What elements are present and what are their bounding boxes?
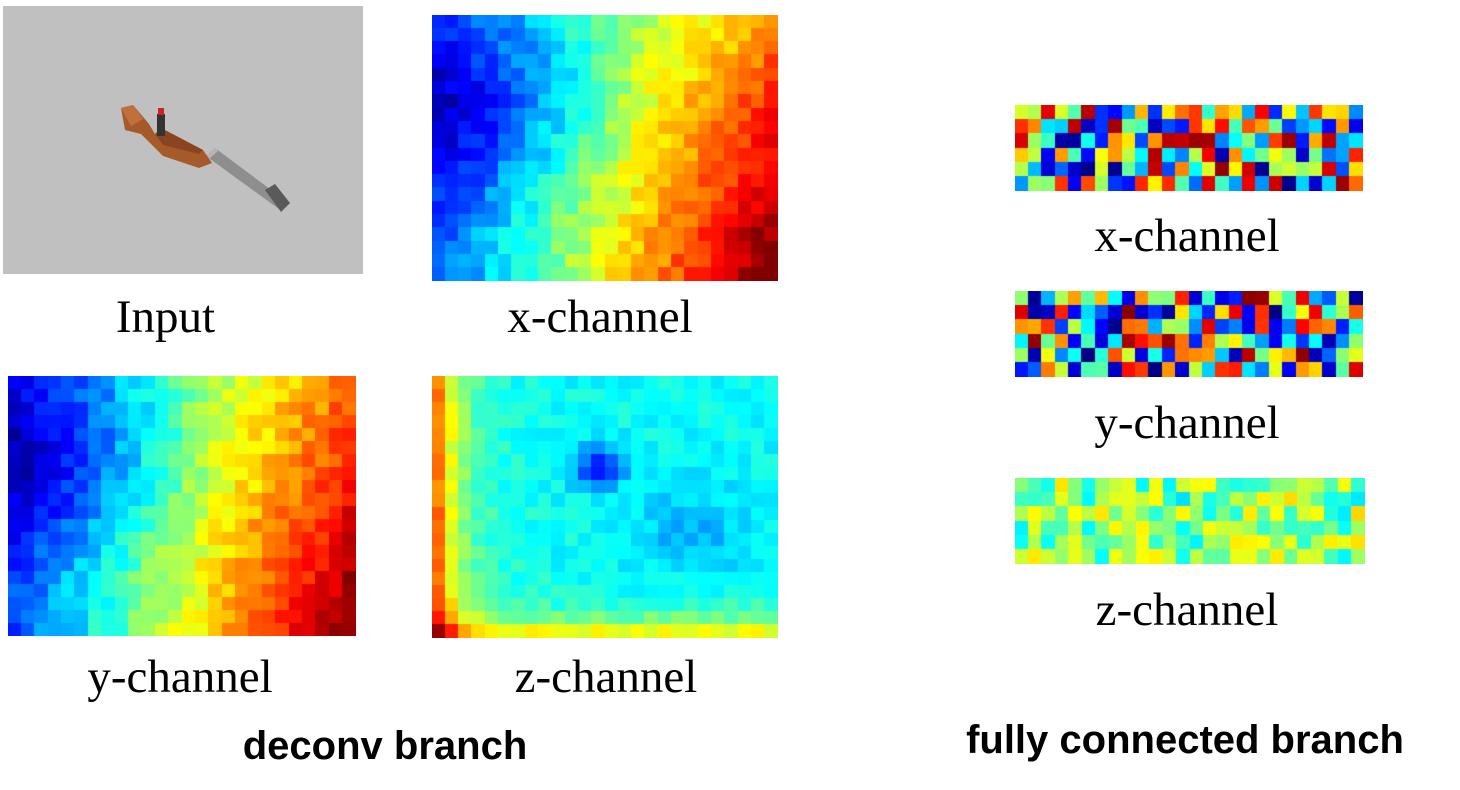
deconv-y-channel-label: y-channel [87, 651, 273, 703]
deconv-branch-title: deconv branch [242, 724, 528, 768]
deconv-z-channel-heatmap [432, 376, 778, 638]
fc-branch-title: fully connected branch [966, 718, 1404, 762]
deconv-y-channel-heatmap [8, 376, 356, 636]
deconv-z-channel-label: z-channel [514, 651, 698, 703]
fc-y-channel-heatmap [1015, 291, 1363, 377]
fc-z-channel-heatmap [1015, 478, 1365, 564]
deconv-x-channel-heatmap [432, 15, 778, 281]
rifle-icon [121, 105, 290, 212]
fc-y-channel-label: y-channel [1094, 397, 1280, 449]
fc-x-channel-label: x-channel [1094, 210, 1280, 262]
fc-x-channel-heatmap [1015, 105, 1363, 191]
fc-z-channel-label: z-channel [1095, 584, 1279, 636]
deconv-x-channel-label: x-channel [507, 291, 693, 343]
input-label: Input [115, 291, 216, 343]
input-image [3, 6, 363, 274]
